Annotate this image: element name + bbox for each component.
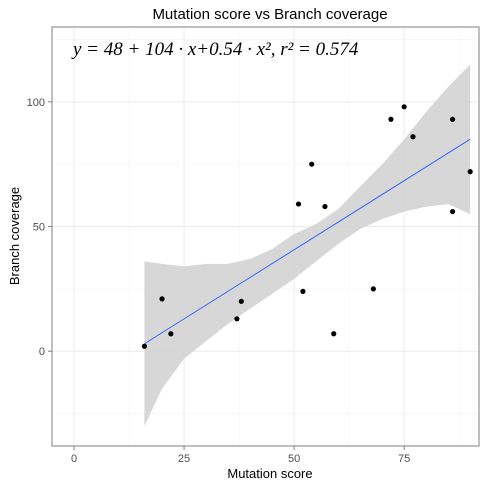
panel-border bbox=[51, 26, 480, 447]
data-point bbox=[449, 208, 456, 215]
data-point bbox=[401, 104, 407, 110]
data-point bbox=[234, 316, 240, 322]
fit-equation: y = 48 + 104 · x+0.54 · x², r² = 0.574 bbox=[71, 39, 359, 60]
data-point bbox=[309, 161, 315, 167]
data-point bbox=[467, 169, 473, 175]
data-point bbox=[449, 116, 456, 122]
data-point bbox=[295, 201, 302, 207]
data-point bbox=[331, 331, 337, 337]
plot-panel: 0 25 50 75 0 50 100 bbox=[27, 26, 480, 465]
regression-line bbox=[144, 138, 471, 345]
data-point bbox=[238, 298, 244, 304]
y-tick-label: 100 bbox=[27, 97, 45, 109]
y-tick-label: 50 bbox=[33, 222, 45, 234]
confidence-band bbox=[144, 64, 471, 427]
x-tick-label: 0 bbox=[71, 453, 77, 465]
x-tick-label: 75 bbox=[398, 453, 410, 465]
data-point bbox=[168, 331, 174, 337]
x-tick-label: 25 bbox=[178, 453, 190, 465]
data-point bbox=[141, 343, 148, 349]
chart-title: Mutation score vs Branch coverage bbox=[152, 6, 387, 23]
data-point bbox=[159, 296, 165, 302]
data-point bbox=[322, 203, 328, 210]
x-tick-label: 50 bbox=[288, 453, 300, 465]
y-tick-label: 0 bbox=[39, 346, 45, 358]
data-point bbox=[410, 134, 416, 140]
data-point bbox=[300, 288, 306, 294]
data-point bbox=[388, 116, 394, 122]
data-point bbox=[370, 286, 376, 292]
panel-background bbox=[52, 27, 479, 446]
x-axis-label: Mutation score bbox=[227, 466, 312, 481]
y-axis-label: Branch coverage bbox=[7, 187, 22, 285]
